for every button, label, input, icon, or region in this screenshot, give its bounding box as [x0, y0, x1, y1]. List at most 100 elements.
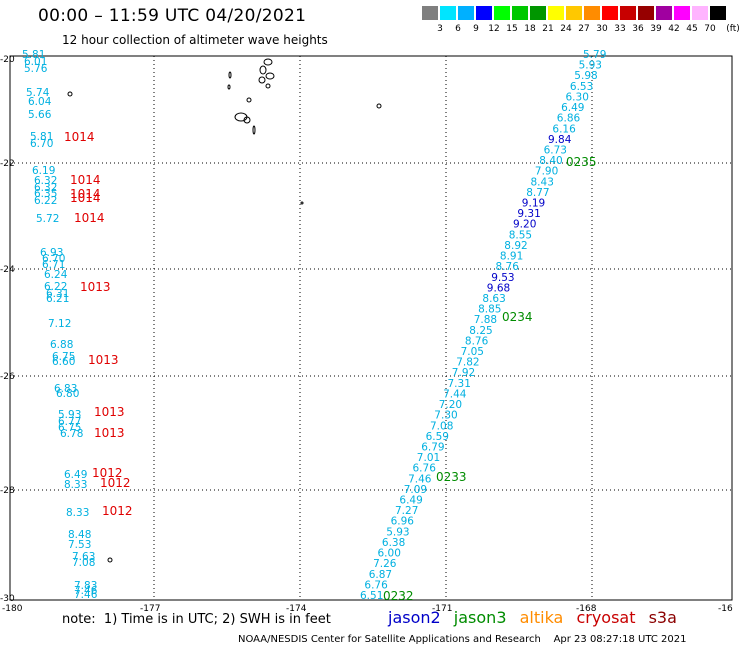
scale-swatch — [512, 6, 528, 20]
swh-track-value: 6.87 — [369, 569, 392, 581]
swh-track-value: 8.40 — [539, 155, 562, 167]
swh-track-value: 6.00 — [378, 548, 401, 560]
swh-value: 5.74 — [26, 87, 50, 99]
scale-swatch — [530, 6, 546, 20]
scale-label: 12 — [488, 24, 500, 34]
legend-s3a: s3a — [648, 608, 677, 627]
scale-label: 6 — [455, 24, 461, 34]
swh-value: 6.75 — [52, 351, 75, 363]
legend-jason2: jason2 — [388, 608, 441, 627]
swh-track-value: 5.93 — [579, 60, 602, 72]
swh-track-value: 9.53 — [491, 272, 514, 284]
scale-swatch — [566, 6, 582, 20]
pressure-label: 1012 — [92, 466, 123, 480]
swh-track-value: 5.93 — [386, 526, 409, 538]
pressure-label: 1014 — [64, 130, 95, 144]
swh-track-value: 9.31 — [517, 208, 540, 220]
credit-line: NOAA/NESDIS Center for Satellite Applica… — [238, 634, 687, 645]
island-outline — [376, 103, 382, 109]
scale-swatch — [674, 6, 690, 20]
y-tick-label: -20 — [0, 55, 15, 65]
swh-value: 7.08 — [72, 557, 95, 569]
swh-track-value: 7.27 — [395, 505, 418, 517]
scale-swatch — [584, 6, 600, 20]
pass-time-label: 0235 — [566, 155, 597, 169]
swh-value: 6.75 — [58, 422, 81, 434]
island-outline — [228, 71, 232, 79]
x-tick-label: -168 — [576, 604, 597, 614]
island-outline — [243, 116, 251, 124]
swh-value: 5.93 — [58, 409, 81, 421]
scale-label: 3 — [437, 24, 443, 34]
pressure-label: 1014 — [70, 187, 101, 201]
swh-value: 6.80 — [56, 388, 79, 400]
island-outline — [263, 58, 273, 66]
x-tick-label: -174 — [286, 604, 307, 614]
swh-value: 5.72 — [36, 213, 59, 225]
scale-label: 21 — [542, 24, 554, 34]
swh-track-value: 9.20 — [513, 219, 536, 231]
scale-swatch — [692, 6, 708, 20]
swh-track-value: 6.30 — [566, 91, 589, 103]
scale-label: 70 — [704, 24, 716, 34]
scale-label: 33 — [614, 24, 626, 34]
map-frame — [9, 55, 733, 601]
swh-track-value: 6.16 — [552, 123, 576, 135]
swh-value: 8.48 — [68, 529, 91, 541]
swh-track-value: 6.73 — [544, 145, 567, 157]
swh-value: 6.83 — [54, 383, 77, 395]
swh-track-value: 7.88 — [474, 314, 497, 326]
island-outline — [258, 76, 266, 84]
swh-value: 6.19 — [32, 165, 55, 177]
y-tick-label: -26 — [0, 372, 15, 382]
scale-swatch — [548, 6, 564, 20]
map-subtitle: 12 hour collection of altimeter wave hei… — [62, 33, 328, 47]
swh-track-value: 6.96 — [391, 516, 415, 528]
island-outline — [246, 97, 252, 103]
swh-value: 8.33 — [64, 479, 87, 491]
x-tick-label: -180 — [2, 604, 23, 614]
map-title: 00:00 – 11:59 UTC 04/20/2021 — [38, 6, 307, 26]
island-outline — [300, 201, 304, 205]
swh-track-value: 6.59 — [426, 431, 449, 443]
legend-cryosat: cryosat — [576, 608, 636, 627]
swh-track-value: 6.51 — [360, 590, 383, 602]
island-outline — [252, 125, 256, 135]
scale-swatch — [638, 6, 654, 20]
scale-label: 18 — [524, 24, 536, 34]
swh-track-value: 6.76 — [413, 463, 437, 475]
swh-track-value: 8.76 — [496, 261, 520, 273]
swh-value: 6.35 — [34, 188, 57, 200]
swh-value: 6.22 — [44, 281, 67, 293]
swh-track-value: 8.63 — [482, 293, 505, 305]
swh-track-value: 7.08 — [430, 420, 453, 432]
pressure-label: 1014 — [70, 191, 101, 205]
swh-track-value: 7.31 — [448, 378, 471, 390]
scale-label: 45 — [686, 24, 698, 34]
swh-value: 7.46 — [74, 589, 98, 601]
scale-label: 39 — [650, 24, 662, 34]
x-tick-label: -171 — [432, 604, 452, 614]
swh-track-value: 5.79 — [583, 49, 606, 61]
swh-value: 5.66 — [28, 109, 52, 121]
swh-track-value: 8.43 — [531, 176, 554, 188]
swh-value: 6.77 — [58, 416, 81, 428]
island-outline — [265, 83, 271, 89]
swh-track-value: 8.85 — [478, 304, 501, 316]
swh-track-value: 7.26 — [373, 558, 397, 570]
pressure-label: 1014 — [74, 211, 105, 225]
swh-track-value: 7.46 — [408, 473, 432, 485]
pressure-label: 1014 — [70, 173, 101, 187]
swh-value: 6.24 — [44, 269, 68, 281]
y-tick-label: -22 — [0, 159, 15, 169]
swh-value: 6.21 — [46, 293, 69, 305]
swh-track-value: 8.77 — [526, 187, 549, 199]
scale-label: 9 — [473, 24, 479, 34]
scale-swatch — [476, 6, 492, 20]
island-outline — [67, 91, 73, 97]
swh-track-value: 7.44 — [443, 389, 467, 401]
swh-track-value: 8.25 — [469, 325, 492, 337]
swh-value: 6.31 — [46, 288, 69, 300]
swh-track-value: 7.20 — [439, 399, 462, 411]
